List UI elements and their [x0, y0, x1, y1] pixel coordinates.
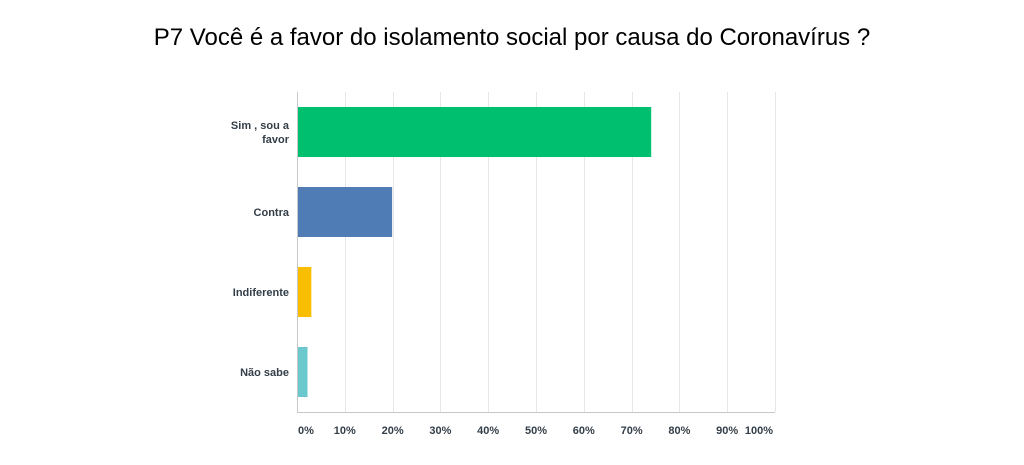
category-label-0: Sim , sou a favor: [231, 120, 290, 146]
bar-1[interactable]: [298, 187, 393, 237]
category-label-3: Não sabe: [240, 367, 289, 379]
x-tick-label-10: 10%: [334, 425, 356, 437]
category-label-line: Indiferente: [233, 287, 289, 299]
x-tick-label-30: 30%: [429, 425, 451, 437]
x-tick-label-20: 20%: [382, 425, 404, 437]
x-tick-label-80: 80%: [668, 425, 690, 437]
x-tick-label-70: 70%: [621, 425, 643, 437]
category-label-line: Sim , sou a: [231, 120, 290, 132]
category-label-2: Indiferente: [233, 287, 289, 299]
x-tick-label-100: 100%: [745, 425, 773, 437]
x-tick-label-40: 40%: [477, 425, 499, 437]
category-label-line: favor: [262, 134, 290, 146]
chart-title: P7 Você é a favor do isolamento social p…: [153, 24, 871, 51]
x-tick-label-90: 90%: [716, 425, 738, 437]
category-label-line: Não sabe: [240, 367, 289, 379]
bar-3[interactable]: [298, 347, 308, 397]
bar-2[interactable]: [298, 267, 312, 317]
x-tick-label-0: 0%: [298, 425, 314, 437]
bar-0[interactable]: [298, 107, 652, 157]
x-tick-label-50: 50%: [525, 425, 547, 437]
category-label-1: Contra: [254, 207, 290, 219]
x-tick-label-60: 60%: [573, 425, 595, 437]
category-label-line: Contra: [254, 207, 290, 219]
